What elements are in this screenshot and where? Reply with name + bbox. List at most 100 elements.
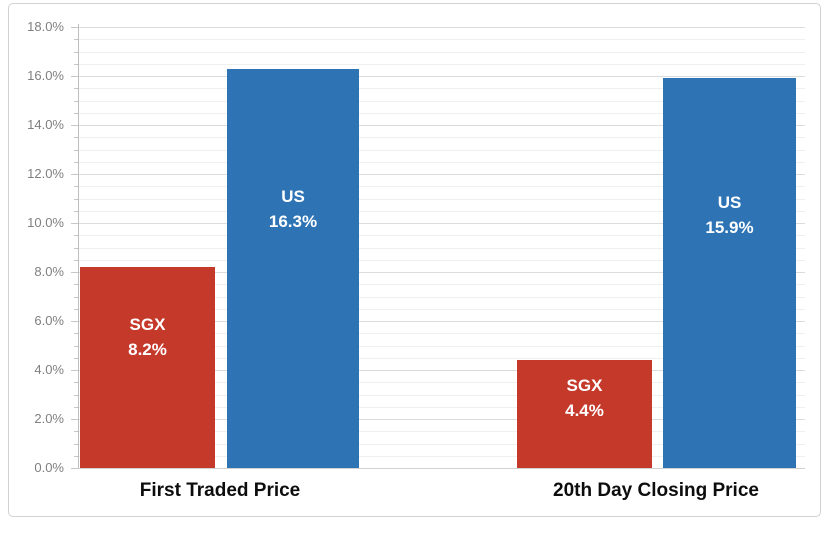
- y-gridline-minor: [78, 444, 805, 445]
- y-minor-tick: [74, 358, 78, 359]
- y-gridline-major: [78, 272, 805, 273]
- y-gridline-major: [78, 419, 805, 420]
- y-major-tick: [71, 27, 78, 28]
- y-major-tick: [71, 370, 78, 371]
- y-minor-tick: [74, 284, 78, 285]
- y-gridline-minor: [78, 248, 805, 249]
- y-gridline-minor: [78, 88, 805, 89]
- y-gridline-minor: [78, 235, 805, 236]
- y-tick-label: 10.0%: [27, 215, 64, 230]
- bar-value: 4.4%: [565, 401, 604, 420]
- y-gridline-major: [78, 174, 805, 175]
- y-major-tick: [71, 321, 78, 322]
- y-gridline-minor: [78, 456, 805, 457]
- y-minor-tick: [74, 297, 78, 298]
- bar-series-name: US: [717, 193, 742, 212]
- y-tick-label: 4.0%: [34, 362, 64, 377]
- y-axis-line: [78, 24, 79, 469]
- y-major-tick: [71, 468, 78, 469]
- y-minor-tick: [74, 101, 78, 102]
- y-minor-tick: [74, 309, 78, 310]
- y-minor-tick: [74, 162, 78, 163]
- y-major-tick: [71, 125, 78, 126]
- category-label: First Traded Price: [139, 480, 301, 501]
- y-gridline-minor: [78, 297, 805, 298]
- y-tick-label: 14.0%: [27, 117, 64, 132]
- y-tick-label: 6.0%: [34, 313, 64, 328]
- bar-series-name: US: [281, 187, 305, 206]
- y-gridline-major: [78, 27, 805, 28]
- y-gridline-minor: [78, 162, 805, 163]
- y-minor-tick: [74, 260, 78, 261]
- y-major-tick: [71, 272, 78, 273]
- bar-value: 8.2%: [128, 340, 167, 359]
- y-gridline-minor: [78, 113, 805, 114]
- bar-data-label: SGX 4.4%: [517, 373, 652, 423]
- y-gridline-minor: [78, 260, 805, 261]
- y-tick-label: 2.0%: [34, 411, 64, 426]
- y-gridline-minor: [78, 346, 805, 347]
- y-minor-tick: [74, 64, 78, 65]
- y-gridline-minor: [78, 431, 805, 432]
- y-minor-tick: [74, 382, 78, 383]
- y-gridline-minor: [78, 64, 805, 65]
- y-minor-tick: [74, 52, 78, 53]
- bar-data-label: US 15.9%: [663, 190, 796, 240]
- y-minor-tick: [74, 248, 78, 249]
- y-minor-tick: [74, 150, 78, 151]
- y-gridline-minor: [78, 137, 805, 138]
- y-major-tick: [71, 223, 78, 224]
- y-gridline-minor: [78, 284, 805, 285]
- y-minor-tick: [74, 235, 78, 236]
- y-minor-tick: [74, 395, 78, 396]
- bar-us-first-traded-price: US 16.3%: [227, 69, 359, 468]
- y-minor-tick: [74, 407, 78, 408]
- y-gridline-minor: [78, 211, 805, 212]
- y-minor-tick: [74, 431, 78, 432]
- y-gridline-minor: [78, 407, 805, 408]
- bar-data-label: US 16.3%: [227, 184, 359, 234]
- y-gridline-minor: [78, 309, 805, 310]
- y-tick-label: 16.0%: [27, 68, 64, 83]
- y-minor-tick: [74, 199, 78, 200]
- y-gridline-minor: [78, 150, 805, 151]
- y-minor-tick: [74, 88, 78, 89]
- y-major-tick: [71, 174, 78, 175]
- y-gridline-minor: [78, 358, 805, 359]
- y-gridline-minor: [78, 333, 805, 334]
- x-axis-line: [78, 468, 805, 469]
- y-major-tick: [71, 419, 78, 420]
- y-minor-tick: [74, 186, 78, 187]
- bar-series-name: SGX: [129, 315, 166, 334]
- y-gridline-minor: [78, 395, 805, 396]
- y-gridline-major: [78, 223, 805, 224]
- y-gridline-major: [78, 370, 805, 371]
- y-gridline-minor: [78, 199, 805, 200]
- y-gridline-minor: [78, 101, 805, 102]
- y-tick-label: 18.0%: [27, 19, 64, 34]
- y-gridline-major: [78, 321, 805, 322]
- y-minor-tick: [74, 333, 78, 334]
- category-label: 20th Day Closing Price: [553, 480, 759, 501]
- bar-value: 15.9%: [705, 218, 754, 237]
- bar-value: 16.3%: [268, 212, 318, 231]
- y-gridline-minor: [78, 382, 805, 383]
- y-gridline-minor: [78, 52, 805, 53]
- y-gridline-major: [78, 125, 805, 126]
- bar-data-label: SGX 8.2%: [80, 312, 215, 362]
- y-minor-tick: [74, 444, 78, 445]
- y-tick-label: 0.0%: [34, 460, 64, 475]
- bar-sgx-20th-day-closing-price: SGX 4.4%: [517, 360, 652, 468]
- y-gridline-major: [78, 76, 805, 77]
- bar-sgx-first-traded-price: SGX 8.2%: [80, 267, 215, 468]
- y-minor-tick: [74, 113, 78, 114]
- y-gridline-minor: [78, 186, 805, 187]
- y-minor-tick: [74, 137, 78, 138]
- y-tick-label: 12.0%: [27, 166, 64, 181]
- y-minor-tick: [74, 39, 78, 40]
- y-gridline-minor: [78, 39, 805, 40]
- y-minor-tick: [74, 346, 78, 347]
- bar-us-20th-day-closing-price: US 15.9%: [663, 78, 796, 468]
- y-major-tick: [71, 76, 78, 77]
